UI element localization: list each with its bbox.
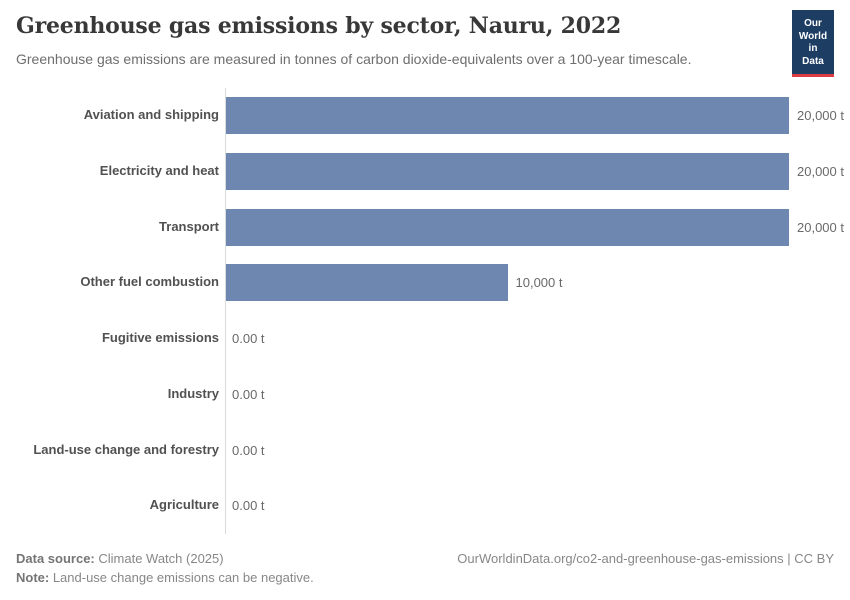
chart-subtitle: Greenhouse gas emissions are measured in…	[16, 50, 692, 67]
plot-area: 0.00 t	[225, 422, 834, 478]
value-label: 20,000 t	[797, 163, 844, 179]
plot-area: 0.00 t	[225, 311, 834, 367]
category-label: Transport	[159, 218, 219, 234]
category-label: Aviation and shipping	[83, 107, 219, 123]
category-label: Industry	[167, 385, 219, 401]
value-label: 0.00 t	[232, 442, 265, 458]
owid-logo-line2: in Data	[802, 43, 824, 67]
owid-citation-link[interactable]: OurWorldinData.org/co2-and-greenhouse-ga…	[457, 550, 834, 566]
chart-row: Land-use change and forestry 0.00 t	[16, 422, 834, 478]
value-label: 20,000 t	[797, 219, 844, 235]
category-label: Fugitive emissions	[101, 330, 219, 346]
chart-footer: Data source: Climate Watch (2025) OurWor…	[16, 549, 834, 588]
data-source: Data source: Climate Watch (2025)	[16, 549, 224, 569]
bar-chart: Aviation and shipping 20,000 t Electricity…	[16, 87, 844, 534]
value-label: 10,000 t	[515, 275, 563, 291]
data-source-value: Climate Watch (2025)	[94, 550, 224, 566]
value-label: 0.00 t	[232, 498, 265, 514]
bar[interactable]	[226, 97, 789, 135]
note-label: Note:	[16, 570, 50, 586]
owid-logo[interactable]: Our World in Data	[792, 10, 834, 77]
bar[interactable]	[226, 264, 508, 302]
page-title: Greenhouse gas emissions by sector, Naur…	[16, 13, 622, 39]
plot-area: 0.00 t	[225, 478, 834, 534]
chart-row: Industry 0.00 t	[16, 367, 834, 423]
chart-row: Electricity and heat 20,000 t	[16, 144, 844, 200]
category-label: Other fuel combustion	[80, 274, 219, 290]
note-value: Land-use change emissions can be negativ…	[49, 570, 314, 586]
chart-row: Transport 20,000 t	[16, 199, 844, 255]
chart-header: Greenhouse gas emissions by sector, Naur…	[16, 10, 834, 77]
plot-area: 10,000 t	[225, 255, 834, 311]
y-axis-line	[225, 87, 226, 534]
value-label: 0.00 t	[232, 331, 265, 347]
plot-area: 20,000 t	[225, 88, 844, 144]
chart-row: Other fuel combustion 10,000 t	[16, 255, 834, 311]
chart-note: Note: Land-use change emissions can be n…	[16, 568, 834, 588]
category-label: Electricity and heat	[99, 162, 219, 178]
plot-area: 20,000 t	[225, 144, 844, 200]
plot-area: 20,000 t	[225, 199, 844, 255]
owid-logo-line1: Our World	[798, 18, 828, 42]
category-label: Agriculture	[149, 497, 219, 513]
data-source-label: Data source:	[16, 550, 95, 566]
bar[interactable]	[226, 152, 789, 190]
value-label: 0.00 t	[232, 386, 265, 402]
plot-area: 0.00 t	[225, 367, 834, 423]
category-label: Land-use change and forestry	[33, 441, 219, 457]
chart-row: Fugitive emissions 0.00 t	[16, 311, 834, 367]
chart-row: Aviation and shipping 20,000 t	[16, 88, 844, 144]
bar[interactable]	[226, 208, 789, 246]
chart-row: Agriculture 0.00 t	[16, 478, 834, 534]
value-label: 20,000 t	[797, 108, 844, 124]
